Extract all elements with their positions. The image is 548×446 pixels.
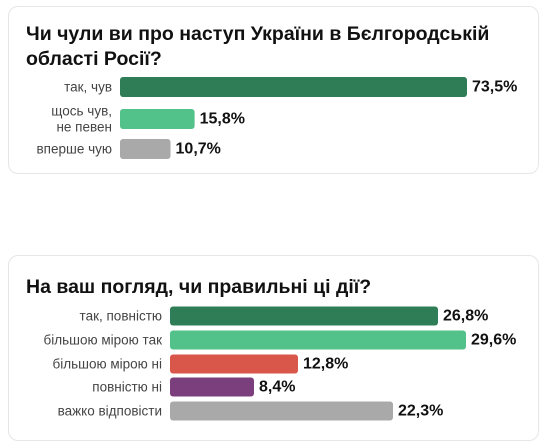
bar — [120, 139, 171, 159]
bar — [170, 306, 438, 326]
bar — [170, 354, 298, 374]
category-label: вперше чую — [37, 142, 113, 157]
value-label: 8,4% — [259, 379, 295, 396]
chart-title: Чи чули ви про наступ України в Бєлгород… — [26, 23, 490, 70]
category-label: повністю ні — [92, 380, 162, 395]
bar — [170, 377, 254, 397]
value-label: 15,8% — [200, 111, 245, 128]
category-label: більшою мірою ні — [53, 357, 162, 372]
chart-title: На ваш погляд, чи правильні ці дії? — [26, 276, 372, 298]
bar-chart-awareness: так, чув 73,5% щось чув,не певен 15,8% вперш… — [37, 77, 517, 159]
poll-card-awareness: Чи чули ви про наступ України в Бєлгород… — [8, 6, 539, 174]
category-label: важко відповісти — [58, 404, 162, 419]
category-label: так, чув — [64, 80, 112, 95]
bar — [170, 330, 466, 350]
category-label: щось чув, — [51, 104, 112, 119]
bar — [120, 109, 195, 129]
value-label: 12,8% — [303, 356, 348, 373]
category-label: так, повністю — [80, 309, 162, 324]
category-label: більшою мірою так — [44, 333, 163, 348]
bar-chart-approval: так, повністю 26,8% більшою мірою так 29,6%… — [44, 306, 516, 421]
value-label: 29,6% — [471, 332, 516, 349]
bar — [170, 401, 393, 421]
value-label: 73,5% — [472, 79, 517, 96]
value-label: 22,3% — [398, 403, 443, 420]
bar — [120, 77, 467, 97]
value-label: 26,8% — [443, 308, 488, 325]
value-label: 10,7% — [176, 141, 221, 158]
poll-card-approval: На ваш погляд, чи правильні ці дії? так,… — [8, 255, 539, 441]
category-label: не певен — [56, 120, 112, 135]
